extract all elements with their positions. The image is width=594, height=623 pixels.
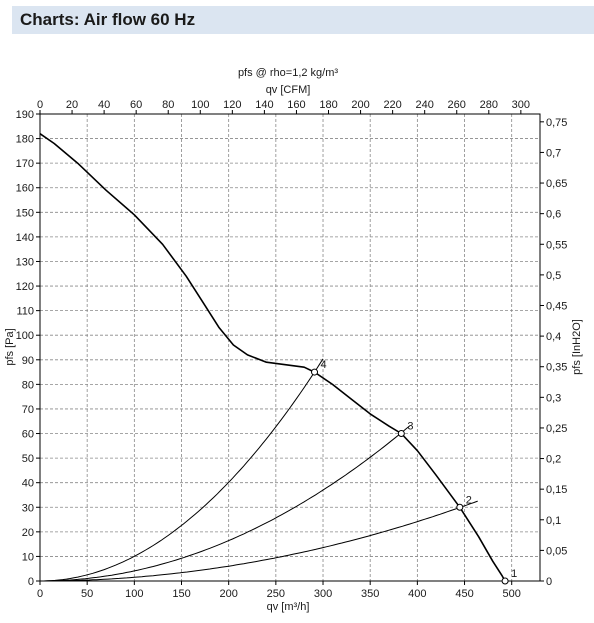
x2-tick-label: 280 (480, 99, 498, 111)
x2-tick-label: 0 (37, 99, 43, 111)
header-bar: Charts: Air flow 60 Hz (12, 6, 594, 34)
y2-tick-label: 0,6 (546, 209, 561, 221)
x-tick-label: 100 (125, 588, 143, 600)
y-tick-label: 110 (16, 306, 34, 318)
y-tick-label: 150 (16, 207, 34, 219)
operating-point-label: 2 (466, 494, 472, 506)
y2-axis-title: pfs [InH2O] (571, 319, 583, 375)
x2-tick-label: 20 (66, 99, 78, 111)
x-tick-label: 200 (219, 588, 237, 600)
x-tick-label: 250 (267, 588, 285, 600)
operating-point-label: 4 (321, 359, 327, 371)
y-tick-label: 50 (22, 453, 34, 465)
x-tick-label: 400 (408, 588, 426, 600)
x2-tick-label: 200 (351, 99, 369, 111)
x2-tick-label: 220 (383, 99, 401, 111)
y2-tick-label: 0 (546, 576, 552, 588)
y-tick-label: 190 (16, 109, 34, 121)
y-tick-label: 10 (22, 551, 34, 563)
x-tick-label: 500 (503, 588, 521, 600)
x2-tick-label: 180 (319, 99, 337, 111)
x-tick-label: 50 (81, 588, 93, 600)
x2-tick-label: 240 (415, 99, 433, 111)
y-tick-label: 170 (16, 158, 34, 170)
system-curve-2 (40, 500, 478, 582)
y-tick-label: 40 (22, 478, 34, 490)
y-tick-label: 100 (16, 330, 34, 342)
y2-tick-label: 0,4 (546, 331, 561, 343)
y2-tick-label: 0,35 (546, 362, 567, 374)
x2-tick-label: 60 (130, 99, 142, 111)
grid-lines (40, 114, 540, 581)
chart-title: pfs @ rho=1,2 kg/m³ (238, 67, 338, 79)
operating-point-label: 1 (511, 568, 517, 580)
operating-point-2 (456, 503, 464, 511)
x2-tick-label: 40 (98, 99, 110, 111)
x-tick-label: 150 (172, 588, 190, 600)
y-tick-label: 130 (16, 256, 34, 268)
x-tick-label: 450 (455, 588, 473, 600)
y-tick-label: 90 (22, 355, 34, 367)
x-tick-label: 300 (314, 588, 332, 600)
y2-tick-label: 0,5 (546, 270, 561, 282)
y2-tick-label: 0,15 (546, 484, 567, 496)
y-tick-label: 140 (16, 232, 34, 244)
x2-tick-label: 120 (223, 99, 241, 111)
operating-point-1 (501, 577, 509, 585)
y2-tick-label: 0,1 (546, 515, 561, 527)
x-tick-label: 0 (37, 588, 43, 600)
operating-point-label: 3 (407, 421, 413, 433)
curves (39, 133, 506, 582)
plot-frame (39, 113, 541, 582)
x2-tick-label: 260 (448, 99, 466, 111)
y-tick-label: 180 (16, 134, 34, 146)
y2-tick-label: 0,25 (546, 423, 567, 435)
y-axis-title: pfs [Pa] (4, 328, 16, 365)
x2-tick-label: 80 (162, 99, 174, 111)
y-tick-label: 30 (22, 502, 34, 514)
y2-tick-label: 0,7 (546, 147, 561, 159)
y2-tick-label: 0,55 (546, 239, 567, 251)
y2-tick-label: 0,65 (546, 178, 567, 190)
operating-points: 1 2 3 4 (311, 359, 517, 585)
page-title: Charts: Air flow 60 Hz (20, 10, 196, 29)
y2-tick-label: 0,2 (546, 454, 561, 466)
tick-labels: 0102030405060708090100110120130140150160… (16, 99, 568, 600)
x2-axis-title: qv [CFM] (266, 84, 311, 96)
y2-tick-label: 0,45 (546, 300, 567, 312)
y-tick-label: 160 (16, 183, 34, 195)
y-tick-label: 120 (16, 281, 34, 293)
operating-point-3 (397, 430, 405, 438)
y-tick-label: 80 (22, 379, 34, 391)
y-tick-label: 60 (22, 429, 34, 441)
y-tick-label: 0 (28, 576, 34, 588)
system-curve-4 (40, 358, 324, 582)
x2-tick-label: 300 (512, 99, 530, 111)
system-curve-3 (40, 425, 411, 582)
x2-tick-label: 100 (191, 99, 209, 111)
x-tick-label: 350 (361, 588, 379, 600)
y2-tick-label: 0,05 (546, 545, 567, 557)
fan-curve (39, 133, 506, 582)
x2-tick-label: 140 (255, 99, 273, 111)
y2-tick-label: 0,75 (546, 117, 567, 129)
y2-tick-label: 0,3 (546, 392, 561, 404)
y-tick-label: 20 (22, 527, 34, 539)
x-axis-title: qv [m³/h] (267, 601, 310, 613)
x2-tick-label: 160 (287, 99, 305, 111)
operating-point-4 (311, 368, 319, 376)
y-tick-label: 70 (22, 404, 34, 416)
